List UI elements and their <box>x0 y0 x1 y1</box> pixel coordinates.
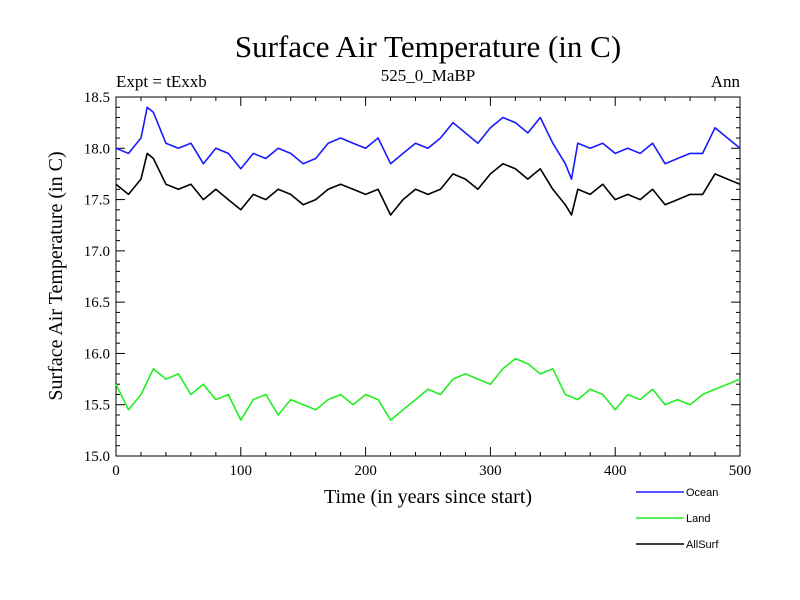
y-tick-label-3: 16.5 <box>84 295 110 311</box>
x-tick-label-0: 0 <box>112 463 120 479</box>
y-tick-label-1: 15.5 <box>84 398 110 414</box>
x-axis-label: Time (in years since start) <box>324 486 532 508</box>
series-line-ocean <box>115 106 741 180</box>
series-line-allsurf <box>115 152 741 216</box>
chart-title: Surface Air Temperature (in C) <box>235 29 621 64</box>
y-axis-label: Surface Air Temperature (in C) <box>45 151 67 400</box>
legend-label-allsurf: AllSurf <box>686 539 719 551</box>
x-tick-labels: 0 100 200 300 400 500 <box>112 463 751 479</box>
chart-subtitle: 525_0_MaBP <box>381 66 475 85</box>
x-tick-label-5: 500 <box>729 463 752 479</box>
legend: Ocean Land AllSurf <box>636 487 719 551</box>
axis-ticks <box>115 96 741 457</box>
y-tick-label-7: 18.5 <box>84 90 110 106</box>
x-tick-label-4: 400 <box>604 463 627 479</box>
experiment-label: Expt = tExxb <box>116 72 207 91</box>
series-lines <box>115 106 741 421</box>
y-tick-label-5: 17.5 <box>84 193 110 209</box>
legend-label-ocean: Ocean <box>686 487 718 499</box>
plot-frame <box>115 96 741 457</box>
x-tick-label-1: 100 <box>230 463 253 479</box>
y-tick-label-2: 16.0 <box>84 346 110 362</box>
plot-area <box>115 96 741 457</box>
y-tick-label-6: 18.0 <box>84 141 110 157</box>
y-tick-labels: 15.0 15.5 16.0 16.5 17.0 17.5 18.0 18.5 <box>84 90 110 465</box>
series-line-land <box>115 357 741 421</box>
x-tick-label-2: 200 <box>354 463 377 479</box>
y-tick-label-0: 15.0 <box>84 449 110 465</box>
legend-label-land: Land <box>686 513 710 525</box>
x-tick-label-3: 300 <box>479 463 502 479</box>
season-label: Ann <box>711 72 741 91</box>
y-tick-label-4: 17.0 <box>84 244 110 260</box>
